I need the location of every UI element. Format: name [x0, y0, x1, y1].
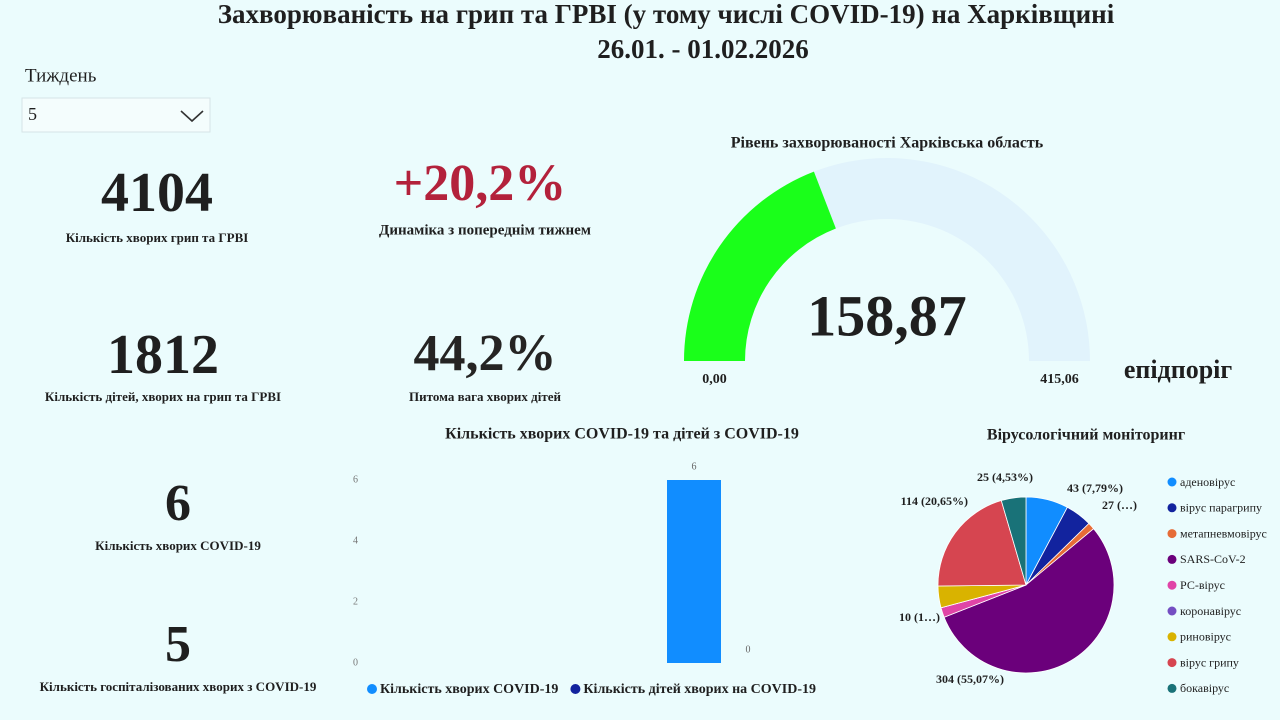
legend-marker: [1167, 529, 1177, 539]
gauge-title: Рівень захворюваності Харківська область: [731, 135, 1044, 152]
filter-label: Тиждень: [25, 65, 97, 86]
y-tick-label: 0: [353, 657, 358, 668]
pie-slice: [937, 500, 1027, 587]
gauge-tick-label: 415,06: [1040, 372, 1079, 387]
legend-marker: [1167, 658, 1177, 668]
legend-label: Кількість дітей хворих на COVID-19: [583, 682, 816, 697]
bar-label: 0: [746, 644, 751, 655]
kpi-label: Кількість хворих грип та ГРВІ: [66, 230, 249, 245]
y-tick-label: 4: [353, 535, 358, 546]
y-tick-label: 2: [353, 596, 358, 607]
kpi-value: 44,2%: [414, 325, 557, 382]
legend-label: Кількість хворих COVID-19: [380, 682, 558, 697]
legend-marker: [1167, 477, 1177, 487]
kpi-label: Питома вага хворих дітей: [409, 389, 562, 404]
legend-marker: [1167, 632, 1177, 642]
pie-label: 27 (…): [1102, 498, 1137, 512]
pie-label: 25 (4,53%): [977, 470, 1033, 484]
legend-label: SARS-CoV-2: [1180, 552, 1246, 566]
legend-marker: [570, 684, 581, 694]
gauge-value-label: 158,87: [807, 283, 967, 348]
pie-label: 10 (1…): [899, 610, 940, 624]
legend-marker: [1167, 580, 1177, 590]
dropdown-value[interactable]: 5: [28, 104, 37, 124]
legend-label: коронавірус: [1180, 604, 1241, 618]
bar-title: Кількість хворих COVID-19 та дітей з COV…: [445, 426, 799, 443]
pie-label: 304 (55,07%): [936, 672, 1004, 686]
legend-label: риновірус: [1180, 630, 1231, 644]
legend-marker: [1167, 503, 1177, 513]
pie-title: Вірусологічний моніторинг: [987, 427, 1185, 444]
legend-label: метапневмовірус: [1180, 526, 1267, 540]
pie-label: 114 (20,65%): [901, 494, 968, 508]
pie-slice: [1000, 496, 1027, 586]
kpi-label: Кількість хворих COVID-19: [95, 538, 261, 553]
legend-marker: [1167, 554, 1177, 564]
pie-slice: [943, 528, 1115, 674]
legend-label: вірус парагрипу: [1180, 501, 1262, 515]
legend-label: аденовірус: [1180, 475, 1235, 489]
chevron[interactable]: [180, 110, 204, 123]
kpi-value: 4104: [101, 162, 213, 224]
gauge-annotation: епідпоріг: [1124, 355, 1233, 384]
kpi-value: 6: [165, 475, 191, 532]
legend-marker: [1167, 606, 1177, 616]
legend-label: РС-вірус: [1180, 578, 1225, 592]
legend-marker: [367, 684, 377, 694]
subtitle: 26.01. - 01.02.2026: [597, 34, 809, 64]
gauge-value: [683, 171, 836, 361]
title: Захворюваність на грип та ГРВІ (у тому ч…: [218, 0, 1115, 29]
bar-label: 6: [692, 461, 697, 472]
legend-label: вірус грипу: [1180, 655, 1239, 669]
legend-marker: [1167, 683, 1177, 693]
bar: [667, 480, 721, 663]
y-tick-label: 6: [353, 474, 358, 485]
kpi-value: 5: [165, 616, 191, 673]
kpi-label: Динаміка з попереднім тижнем: [379, 222, 591, 238]
pie-label: 43 (7,79%): [1067, 481, 1123, 495]
kpi-value: +20,2%: [394, 155, 567, 212]
gauge-tick-label: 0,00: [702, 372, 727, 387]
kpi-label: Кількість госпіталізованих хворих з COVI…: [40, 679, 317, 694]
kpi-label: Кількість дітей, хворих на грип та ГРВІ: [45, 389, 281, 404]
dropdown-box[interactable]: [21, 97, 211, 133]
legend-label: бокавірус: [1180, 681, 1229, 695]
dropdown[interactable]: 5: [21, 97, 211, 133]
kpi-value: 1812: [107, 324, 219, 386]
